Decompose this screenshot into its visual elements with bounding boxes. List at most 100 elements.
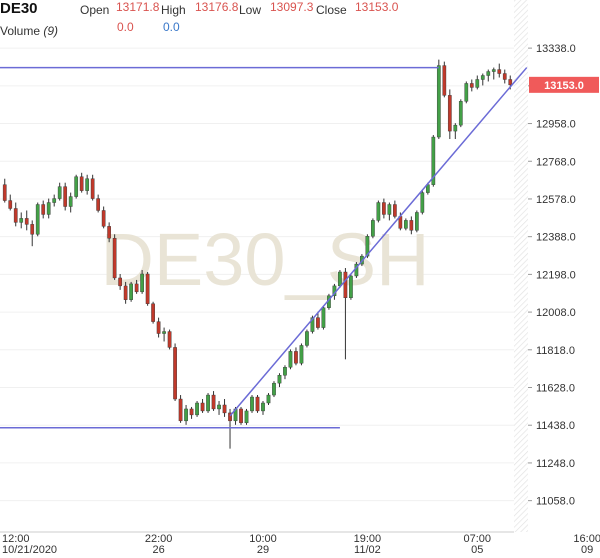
candle-down: [107, 226, 111, 239]
candle-up: [431, 136, 436, 185]
x-tick-label-date: 09: [581, 544, 593, 556]
x-tick-label-date: 26: [152, 544, 164, 556]
y-tick-label: 13338.0: [536, 43, 576, 55]
candle-down: [343, 271, 348, 299]
candle-down: [123, 285, 128, 300]
high-label: High: [161, 3, 186, 17]
price-badge: 13153.0: [529, 76, 599, 93]
candle-down: [156, 321, 161, 334]
candle-up: [283, 367, 287, 376]
candle-up: [85, 178, 90, 191]
candle-down: [173, 347, 177, 400]
y-tick-label: 11248.0: [536, 458, 575, 470]
candle-down: [145, 273, 150, 304]
candle-up: [376, 202, 381, 221]
candle-down: [447, 95, 452, 132]
candle-up: [288, 351, 293, 368]
candle-up: [349, 275, 353, 299]
x-tick-label-date: 05: [471, 544, 483, 556]
symbol-title: DE30: [0, 0, 38, 17]
candle-down: [189, 408, 194, 416]
candle-down: [316, 317, 320, 328]
candle-down: [239, 408, 243, 424]
candle-up: [310, 317, 315, 332]
price-axis[interactable]: 13338.013148.012958.012768.012578.012388…: [528, 43, 576, 508]
y-tick-label: 11818.0: [536, 345, 575, 357]
volume-value-2: 0.0: [163, 20, 180, 34]
candle-up: [420, 192, 425, 213]
candle-down: [442, 65, 447, 96]
trend-line: [229, 67, 528, 417]
candle-up: [162, 331, 166, 334]
candle-up: [129, 283, 133, 300]
x-tick-label-date: 10/21/2020: [2, 544, 57, 556]
candle-up: [491, 69, 496, 72]
candle-down: [79, 176, 84, 191]
close-value: 13153.0: [355, 0, 399, 14]
candle-up: [387, 204, 392, 215]
candle-up: [46, 202, 51, 215]
low-value: 13097.3: [270, 0, 314, 14]
candle-down: [30, 224, 35, 235]
y-tick-label: 11058.0: [536, 496, 575, 508]
y-tick-label: 12008.0: [536, 307, 576, 319]
candle-up: [414, 212, 419, 231]
candle-up: [68, 196, 73, 207]
candle-up: [52, 198, 57, 203]
candle-down: [101, 210, 106, 227]
watermark: DE30_SH: [100, 218, 429, 301]
candle-up: [184, 408, 188, 422]
candles: [2, 59, 513, 449]
y-tick-label: 12958.0: [536, 119, 576, 131]
candle-up: [140, 273, 144, 293]
y-tick-label: 12388.0: [536, 232, 576, 244]
last-price-label: 13153.0: [544, 80, 584, 92]
candle-down: [469, 83, 474, 88]
candle-down: [151, 303, 155, 322]
candle-down: [228, 412, 232, 422]
candle-down: [8, 200, 13, 209]
candle-down: [497, 69, 502, 74]
candle-up: [458, 101, 463, 126]
candle-up: [480, 75, 485, 80]
candle-down: [382, 202, 386, 215]
candle-down: [24, 218, 29, 225]
candle-up: [244, 410, 249, 424]
candle-down: [178, 398, 183, 422]
grid: [0, 47, 514, 502]
volume-label-text: Volume: [0, 24, 41, 38]
candle-up: [57, 186, 62, 199]
open-value: 13171.8: [116, 0, 160, 14]
candle-down: [134, 283, 139, 293]
candle-down: [294, 351, 298, 364]
low-label: Low: [239, 3, 262, 17]
candle-up: [206, 394, 210, 412]
candle-down: [96, 198, 101, 211]
candle-down: [222, 404, 227, 414]
y-tick-label: 12198.0: [536, 269, 576, 281]
high-value: 13176.8: [195, 0, 239, 14]
candle-down: [255, 396, 260, 412]
candle-down: [13, 208, 18, 223]
trendlines: [0, 66, 528, 429]
y-tick-label: 12578.0: [536, 194, 576, 206]
volume-value-1: 0.0: [117, 20, 134, 34]
candle-up: [299, 345, 304, 364]
right-axis-hatch: [514, 0, 528, 532]
candle-up: [217, 404, 221, 410]
candle-up: [486, 71, 491, 76]
candle-up: [35, 204, 40, 235]
x-tick-label-time: 10:00: [249, 533, 277, 545]
candle-up: [371, 220, 375, 237]
candle-down: [63, 186, 68, 207]
candle-up: [19, 218, 24, 223]
candle-up: [277, 375, 282, 384]
candle-down: [90, 178, 95, 199]
x-tick-label-time: 19:00: [354, 533, 382, 545]
candle-up: [475, 79, 480, 88]
candle-up: [453, 124, 458, 132]
candle-up: [404, 220, 408, 229]
y-tick-label: 12768.0: [536, 156, 576, 168]
candle-down: [211, 394, 216, 410]
